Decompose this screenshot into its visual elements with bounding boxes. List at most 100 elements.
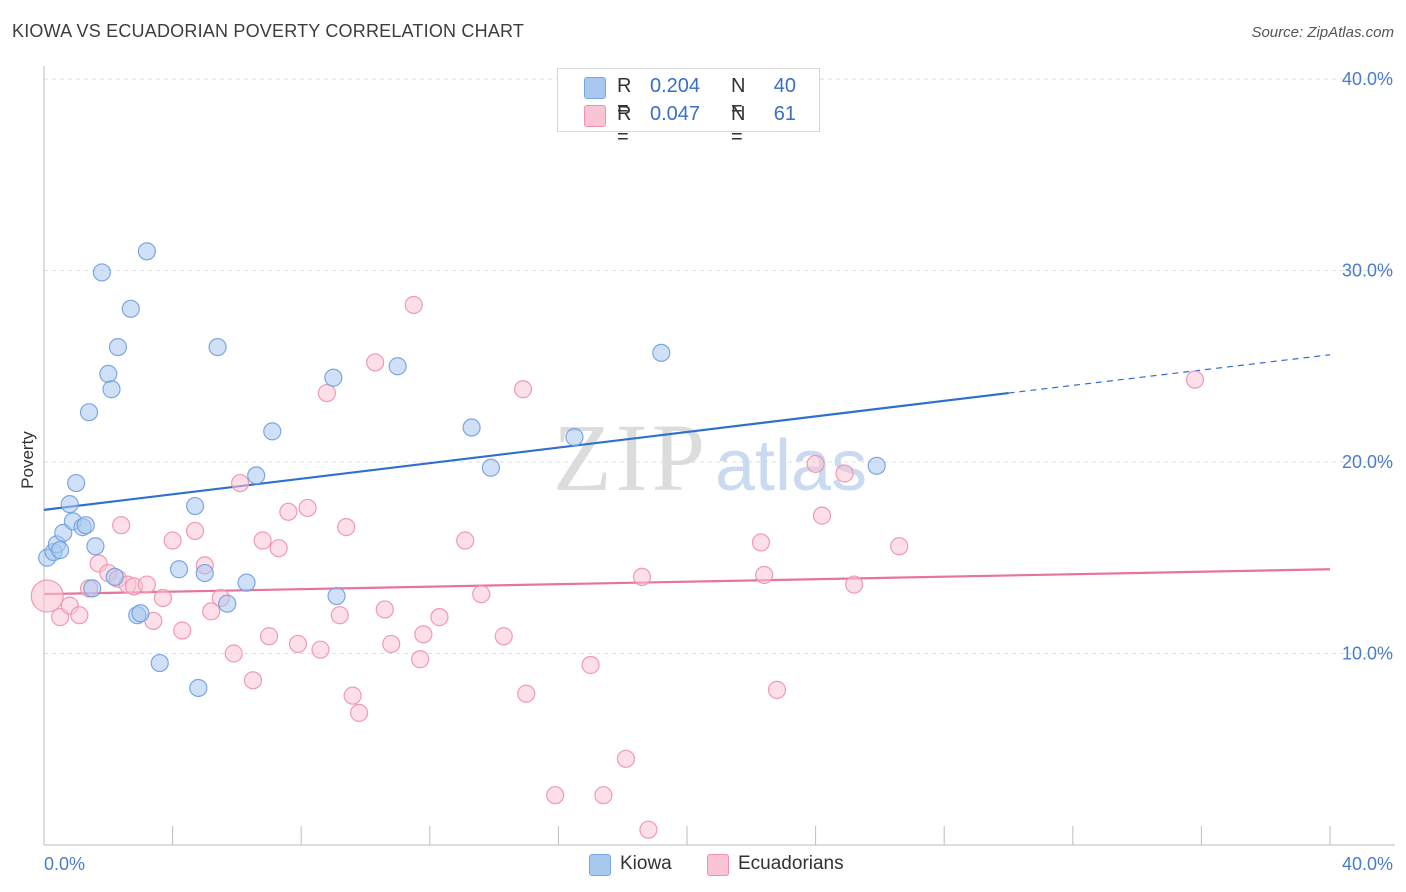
data-point-ecuadorians <box>751 533 771 552</box>
chart-title: KIOWA VS ECUADORIAN POVERTY CORRELATION … <box>12 21 525 41</box>
data-point-ecuadorians <box>812 506 832 525</box>
data-point-ecuadorians <box>317 383 337 403</box>
data-point-ecuadorians <box>337 518 356 537</box>
data-point-ecuadorians <box>594 786 613 805</box>
x-tick-label: 0.0% <box>44 854 85 874</box>
data-point-ecuadorians <box>806 454 825 474</box>
gridlines <box>44 78 1395 654</box>
data-point-ecuadorians <box>153 588 173 608</box>
data-point-ecuadorians <box>173 621 192 640</box>
data-point-ecuadorians <box>456 531 475 550</box>
data-point-ecuadorians <box>186 521 205 541</box>
data-point-ecuadorians <box>1185 370 1205 389</box>
data-point-ecuadorians <box>224 644 243 663</box>
data-point-kiowa <box>137 242 156 261</box>
data-point-kiowa <box>867 456 886 475</box>
data-point-kiowa <box>102 380 121 399</box>
data-point-ecuadorians <box>472 585 491 604</box>
trend-line-extension-0 <box>1008 354 1331 394</box>
data-point-ecuadorians <box>112 516 131 535</box>
data-point-kiowa <box>105 567 124 587</box>
data-point-ecuadorians <box>137 575 156 594</box>
data-point-kiowa <box>327 586 346 606</box>
y-tick-label: 30.0% <box>1342 261 1393 281</box>
legend-swatch-kiowa <box>584 77 606 99</box>
bottom-legend-swatch-ecuadorians <box>707 854 729 876</box>
trend-line-1 <box>43 568 1331 596</box>
data-point-kiowa <box>92 263 111 282</box>
legend-n-label: N = <box>731 103 746 148</box>
data-point-ecuadorians <box>259 627 279 646</box>
data-point-kiowa <box>218 594 237 613</box>
trend-line-0 <box>43 391 1009 511</box>
data-point-kiowa <box>99 364 118 384</box>
y-tick-label: 40.0% <box>1342 69 1393 89</box>
data-point-kiowa <box>83 579 102 598</box>
data-point-kiowa <box>565 428 584 447</box>
data-point-ecuadorians <box>755 565 774 585</box>
data-point-ecuadorians <box>202 602 221 621</box>
data-points <box>30 242 1205 839</box>
data-point-kiowa <box>388 357 407 376</box>
data-point-ecuadorians <box>581 655 600 675</box>
data-point-kiowa <box>79 403 99 422</box>
trend-lines <box>43 354 1331 596</box>
y-tick-label: 10.0% <box>1342 644 1393 664</box>
legend-n-value: 40 <box>773 75 796 97</box>
data-point-ecuadorians <box>890 537 909 556</box>
data-point-ecuadorians <box>279 502 298 521</box>
data-point-ecuadorians <box>70 606 89 625</box>
data-point-kiowa <box>150 653 169 673</box>
data-point-kiowa <box>247 466 266 485</box>
data-point-kiowa <box>86 537 105 556</box>
data-point-kiowa <box>462 418 481 437</box>
data-point-kiowa <box>169 560 189 579</box>
data-point-kiowa <box>60 495 79 514</box>
legend-swatch-ecuadorians <box>584 105 606 127</box>
legend-n-label: N = <box>731 75 746 120</box>
data-point-ecuadorians <box>269 539 288 558</box>
data-point-ecuadorians <box>288 634 308 654</box>
data-point-kiowa <box>50 540 70 560</box>
data-point-kiowa <box>324 368 343 387</box>
data-point-ecuadorians <box>517 684 536 703</box>
data-point-kiowa <box>108 338 128 357</box>
data-point-ecuadorians <box>639 820 658 839</box>
data-point-kiowa <box>208 338 227 357</box>
data-point-kiowa <box>67 473 86 493</box>
data-point-kiowa <box>121 299 140 318</box>
data-point-ecuadorians <box>366 353 385 372</box>
source-label: Source: ZipAtlas.com <box>1251 24 1394 41</box>
data-point-kiowa <box>76 516 95 535</box>
data-point-ecuadorians <box>494 627 513 646</box>
data-point-ecuadorians <box>163 531 182 550</box>
data-point-ecuadorians <box>231 473 250 493</box>
bottom-legend-label-ecuadorians: Ecuadorians <box>738 853 844 874</box>
data-point-ecuadorians <box>330 606 349 625</box>
data-point-ecuadorians <box>546 786 565 805</box>
data-point-ecuadorians <box>343 686 362 705</box>
data-point-ecuadorians <box>349 703 369 722</box>
data-point-kiowa <box>263 422 282 441</box>
data-point-kiowa <box>189 678 208 698</box>
legend-r-value: 0.047 <box>650 103 701 125</box>
data-point-kiowa <box>652 343 671 362</box>
data-point-ecuadorians <box>243 671 263 690</box>
data-point-ecuadorians <box>30 579 64 613</box>
bottom-legend-label-kiowa: Kiowa <box>620 853 672 874</box>
data-point-ecuadorians <box>382 634 401 654</box>
watermark-zip: ZIP <box>553 404 709 511</box>
data-point-ecuadorians <box>404 295 423 315</box>
data-point-ecuadorians <box>845 575 864 594</box>
legend-r-label: R = <box>617 103 632 148</box>
data-point-kiowa <box>481 458 500 477</box>
data-point-ecuadorians <box>411 650 430 669</box>
data-point-ecuadorians <box>253 531 272 550</box>
data-point-ecuadorians <box>513 380 533 399</box>
data-point-ecuadorians <box>414 625 433 644</box>
data-point-ecuadorians <box>632 567 652 587</box>
bottom-legend-swatch-kiowa <box>589 854 611 876</box>
data-point-ecuadorians <box>298 498 317 518</box>
x-tick-label: 40.0% <box>1342 854 1393 874</box>
